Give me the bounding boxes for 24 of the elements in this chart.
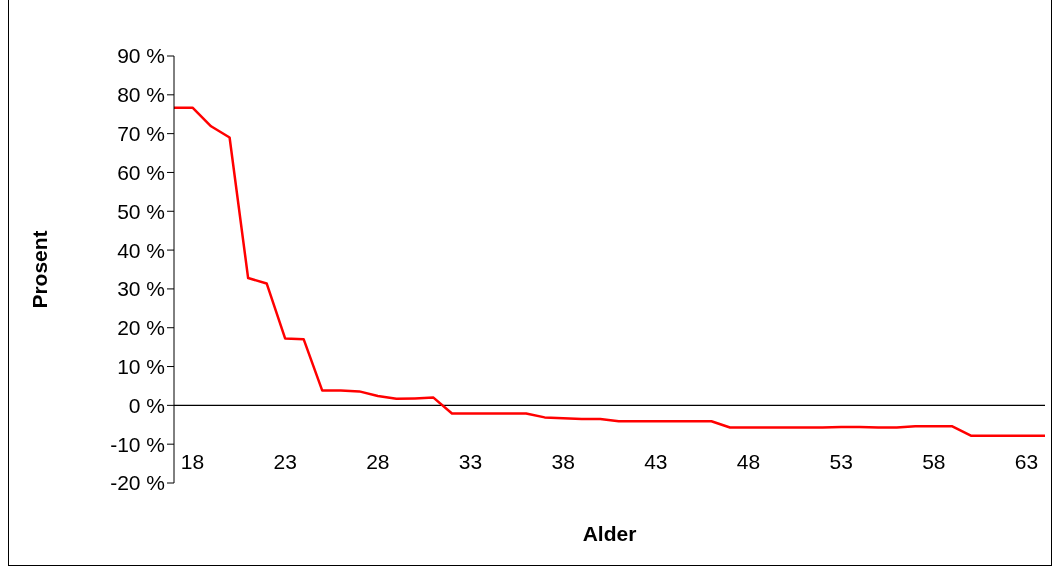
y-axis-title: Prosent [28, 230, 52, 309]
x-tick-label: 18 [180, 450, 205, 473]
y-tick-label: 20 % [117, 316, 165, 340]
x-tick-label: 63 [1014, 450, 1039, 473]
x-tick-label: 48 [736, 450, 761, 473]
y-tick-label: 70 % [117, 122, 165, 146]
y-tick-label: 80 % [117, 83, 165, 107]
y-tick-label: 0 % [128, 393, 165, 417]
x-tick-label: 28 [366, 450, 390, 473]
y-tick-label: 50 % [117, 199, 165, 223]
y-tick-label: 30 % [117, 277, 165, 301]
x-axis-title: Alder [582, 522, 637, 545]
x-tick-label: 58 [922, 450, 946, 473]
x-tick-label: 38 [551, 450, 575, 473]
x-tick-label: 53 [829, 450, 853, 473]
y-tick-label: 10 % [117, 355, 165, 378]
x-tick-label: 33 [458, 450, 483, 473]
x-tick-label: 23 [273, 450, 297, 473]
y-tick-label: 60 % [117, 160, 165, 184]
x-tick-label: 43 [644, 450, 668, 473]
y-tick-label: 90 % [117, 44, 165, 68]
y-tick-label: -20 % [110, 471, 165, 495]
y-tick-label: 40 % [117, 238, 165, 262]
y-tick-label: -10 % [110, 432, 165, 456]
